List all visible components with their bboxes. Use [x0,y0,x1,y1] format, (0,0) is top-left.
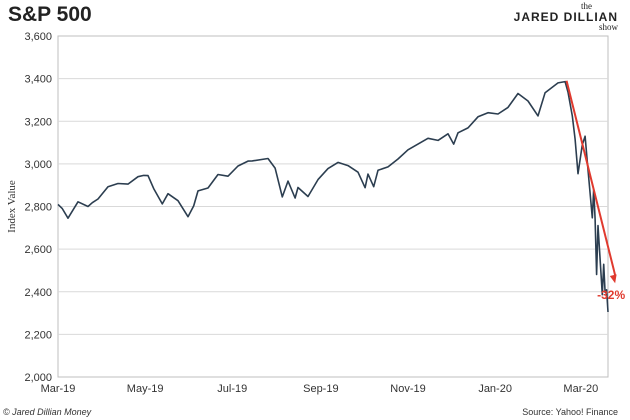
y-tick-label: 2,400 [24,287,52,299]
decline-arrow-head [609,274,617,284]
y-tick-label: 2,200 [24,329,52,341]
x-tick-label: Nov-19 [390,383,425,395]
y-tick-label: 3,000 [24,159,52,171]
x-tick-label: Mar-20 [563,383,598,395]
series-line [57,80,609,313]
decline-annotation-label: -32% [597,288,625,302]
x-tick-label: Jul-19 [217,383,247,395]
chart-title: S&P 500 [8,3,92,26]
source-note: Source: Yahoo! Finance [522,407,618,417]
brand-logo: the JARED DILLIAN show [514,2,618,32]
x-tick-label: May-19 [127,383,164,395]
y-axis-label: Index Value [6,180,18,233]
logo-show: show [598,22,618,32]
x-tick-label: Sep-19 [303,383,338,395]
y-tick-label: 2,600 [24,244,52,256]
y-tick-label: 3,400 [24,74,52,86]
decline-arrow-line [565,80,617,276]
copyright-note: © Jared Dillian Money [3,407,92,417]
x-tick-label: Mar-19 [41,383,76,395]
x-tick-label: Jan-20 [478,383,512,395]
logo-the: the [581,1,592,11]
y-tick-label: 3,600 [24,31,52,43]
y-tick-label: 2,800 [24,202,52,214]
logo-name: JARED DILLIAN [513,10,618,24]
y-tick-label: 2,000 [24,372,52,384]
y-tick-label: 3,200 [24,116,52,128]
